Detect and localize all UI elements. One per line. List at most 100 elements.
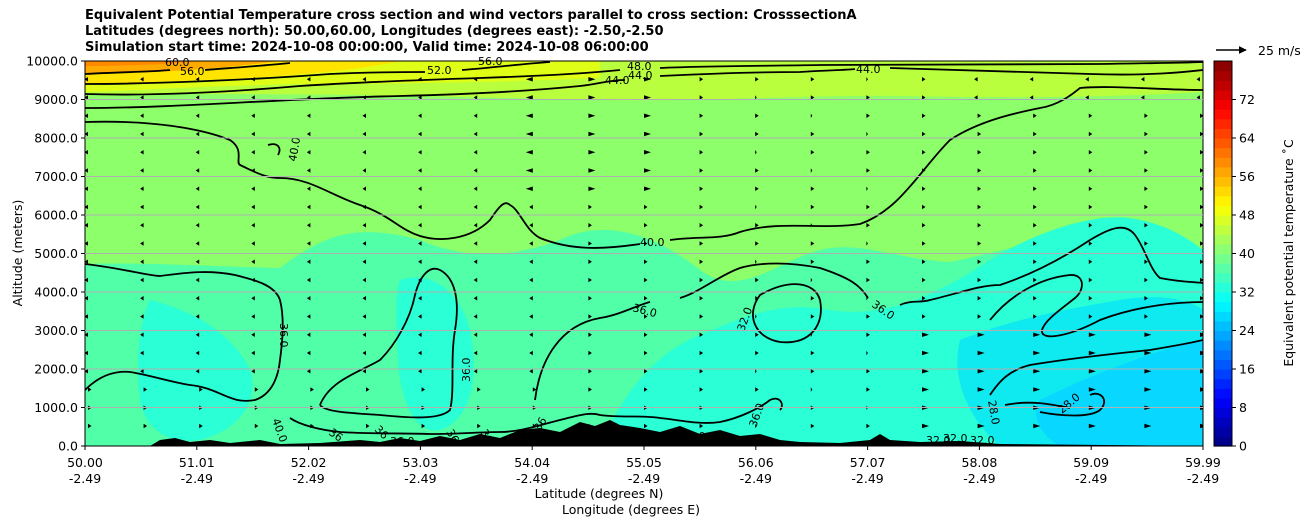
wind-vector-arrow xyxy=(922,259,926,264)
wind-vector-arrow xyxy=(195,204,200,210)
wind-vector-arrow xyxy=(418,369,422,374)
wind-vector-arrow xyxy=(251,332,255,337)
wind-vector-arrow xyxy=(810,186,815,191)
wind-vector-arrow xyxy=(143,423,148,429)
x-tick-label-longitude: -2.49 xyxy=(516,471,548,486)
wind-vector-arrow xyxy=(755,150,757,155)
contour-line-56 xyxy=(85,62,291,75)
wind-vector-arrow xyxy=(1200,150,1203,155)
x-tick-label-latitude: 57.07 xyxy=(850,455,886,470)
wind-vector-arrow xyxy=(755,241,759,246)
colorbar-band xyxy=(1214,166,1232,178)
contour-line-40 xyxy=(85,86,1203,249)
wind-vector-arrow xyxy=(85,314,88,319)
wind-vector-arrow xyxy=(85,259,88,264)
wind-vector-arrow xyxy=(362,332,366,337)
wind-vector-arrow xyxy=(251,241,255,246)
wind-vector-arrow xyxy=(977,350,985,356)
colorbar-band xyxy=(1214,359,1232,370)
wind-vector-arrow xyxy=(525,95,533,100)
wind-vector-arrow xyxy=(362,369,366,374)
wind-vector-arrow xyxy=(644,223,648,228)
wind-vector-arrow xyxy=(362,223,366,228)
contour-label: 36 xyxy=(443,427,461,446)
wind-vector-arrow xyxy=(699,277,704,283)
wind-vector-arrow xyxy=(140,77,144,82)
wind-vector-arrow xyxy=(1033,387,1041,392)
wind-vector-arrow xyxy=(140,95,144,100)
wind-vector-arrow xyxy=(254,387,259,392)
wind-vector-arrow xyxy=(644,423,648,429)
x-tick-label-longitude: -2.49 xyxy=(181,471,213,486)
wind-vector-arrow xyxy=(1033,131,1037,137)
colorbar-band xyxy=(1214,253,1232,264)
wind-vector-arrow xyxy=(1200,241,1203,246)
colorbar-band xyxy=(1214,70,1232,81)
wind-vector-arrow xyxy=(644,77,651,82)
x-tick-label-latitude: 53.03 xyxy=(403,455,439,470)
wind-vector-arrow xyxy=(529,241,533,246)
wind-vector-arrow xyxy=(977,204,982,210)
wind-vector-arrow xyxy=(473,296,478,301)
wind-vector-arrow xyxy=(529,223,533,228)
wind-vector-arrow xyxy=(810,296,815,301)
wind-vector-arrow xyxy=(306,168,311,173)
contour-label: 0.0 xyxy=(688,430,706,443)
wind-vector-arrow xyxy=(699,150,704,155)
wind-vector-arrow xyxy=(922,350,929,356)
wind-vector-arrow xyxy=(525,131,533,137)
wind-vector-arrow xyxy=(525,150,533,155)
wind-vector-arrow xyxy=(866,131,868,137)
wind-vector-arrow xyxy=(922,332,929,337)
wind-vector-arrow xyxy=(140,259,144,264)
wind-vector-arrow xyxy=(140,369,144,374)
wind-vector-arrow xyxy=(362,350,366,356)
wind-vector-arrow xyxy=(418,77,422,82)
wind-vector-arrow xyxy=(418,223,422,228)
wind-vector-arrow xyxy=(473,277,478,283)
wind-vector-arrow xyxy=(588,150,596,155)
y-tick-label: 9000.0 xyxy=(34,92,78,107)
contour-line-52 xyxy=(85,61,551,85)
wind-vector-arrow xyxy=(922,77,926,82)
wind-vector-arrow xyxy=(195,241,200,246)
wind-vector-arrow xyxy=(1033,332,1041,337)
wind-vector-arrow xyxy=(251,223,255,228)
wind-vector-arrow xyxy=(251,95,255,100)
contour-label: 40.0 xyxy=(640,236,665,249)
wind-vector-arrow xyxy=(195,259,200,264)
wind-vector-arrow xyxy=(140,113,144,118)
wind-vector-arrow xyxy=(525,113,533,118)
wind-vector-arrow xyxy=(977,314,982,319)
wind-vector-arrow xyxy=(699,77,704,82)
wind-vector-arrow xyxy=(644,332,648,337)
x-tick-label-latitude: 55.05 xyxy=(626,455,662,470)
wind-vector-arrow xyxy=(362,277,366,283)
wind-vector-arrow xyxy=(473,223,478,228)
wind-vector-arrow xyxy=(85,113,88,118)
wind-vector-arrow xyxy=(532,387,537,392)
wind-vector-arrow xyxy=(588,95,596,100)
wind-vector-arrow xyxy=(755,369,757,374)
wind-vector-arrow xyxy=(699,186,704,191)
wind-vector-arrow xyxy=(1200,131,1203,137)
wind-vector-arrow xyxy=(195,332,200,337)
contour-label: 44.0 xyxy=(856,63,881,76)
wind-vector-arrow xyxy=(810,113,813,118)
wind-vector-arrow xyxy=(418,113,422,118)
wind-vector-arrow xyxy=(1144,223,1148,228)
wind-vector-arrow xyxy=(473,150,478,155)
wind-vector-arrow xyxy=(85,277,88,283)
wind-vector-arrow xyxy=(1088,241,1093,246)
wind-vector-arrow xyxy=(473,131,478,137)
wind-vector-arrow xyxy=(977,369,985,374)
wind-vector-arrow xyxy=(140,241,144,246)
wind-vector-arrow xyxy=(306,77,311,82)
wind-vector-arrow xyxy=(922,277,926,283)
wind-vector-arrow xyxy=(588,369,592,374)
wind-vector-arrow xyxy=(922,423,929,429)
wind-vector-arrow xyxy=(306,150,311,155)
wind-vector-arrow xyxy=(1088,332,1096,337)
wind-vector-arrow xyxy=(251,314,255,319)
wind-vector-arrow xyxy=(1144,204,1148,210)
